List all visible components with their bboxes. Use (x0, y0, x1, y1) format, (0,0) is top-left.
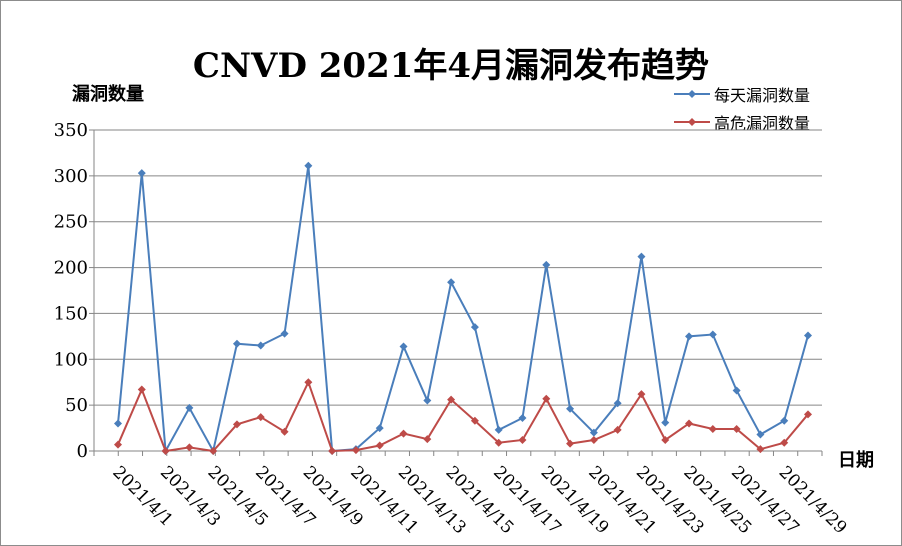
data-point-series-1 (470, 323, 479, 332)
data-point-series-2 (280, 427, 289, 436)
legend-label-series-2: 高危漏洞数量 (714, 114, 811, 133)
data-point-series-2 (685, 419, 694, 428)
chart-title: CNVD 2021年4月漏洞发布趋势 (192, 46, 710, 86)
y-axis-title: 漏洞数量 (72, 84, 144, 105)
legend-swatch-series-1 (674, 90, 710, 98)
data-point-series-2 (137, 385, 146, 394)
data-point-series-2 (637, 390, 646, 399)
data-point-series-1 (756, 430, 765, 439)
data-point-series-2 (661, 435, 670, 444)
data-point-series-2 (399, 429, 408, 438)
data-point-series-1 (137, 169, 146, 178)
data-point-series-2 (161, 447, 170, 455)
legend-item-series-2: 高危漏洞数量 (674, 108, 810, 136)
data-point-series-1 (589, 428, 598, 437)
data-point-series-1 (518, 413, 527, 422)
y-tick-label: 300 (54, 166, 88, 187)
x-axis-title: 日期 (838, 450, 874, 471)
data-point-series-1 (804, 331, 812, 340)
y-tick-label: 350 (54, 120, 88, 141)
data-point-series-1 (708, 330, 717, 339)
data-point-series-1 (185, 403, 194, 412)
data-point-series-1 (423, 396, 432, 405)
data-point-series-2 (304, 378, 313, 387)
y-tick-label: 0 (77, 441, 88, 462)
data-point-series-2 (470, 416, 479, 425)
data-point-series-1 (494, 425, 503, 434)
data-point-series-2 (613, 425, 622, 434)
data-point-series-2 (566, 439, 575, 448)
data-point-series-2 (756, 445, 765, 454)
data-point-series-2 (209, 447, 218, 455)
y-tick-label: 250 (54, 212, 88, 233)
data-point-series-1 (280, 329, 289, 338)
data-point-series-2 (232, 420, 241, 429)
data-point-series-2 (447, 395, 456, 404)
data-point-series-2 (542, 394, 551, 403)
data-point-series-2 (494, 438, 503, 447)
data-point-series-1 (232, 339, 241, 348)
data-point-series-2 (780, 438, 789, 447)
y-tick-label: 150 (54, 303, 88, 324)
data-point-series-1 (661, 418, 670, 427)
data-point-series-2 (423, 435, 432, 444)
data-point-series-1 (732, 386, 741, 395)
data-point-series-1 (447, 278, 456, 287)
data-point-series-2 (375, 441, 384, 450)
data-point-series-1 (399, 342, 408, 351)
y-tick-label: 100 (54, 349, 88, 370)
data-point-series-2 (256, 413, 265, 422)
y-tick-label: 50 (65, 395, 88, 416)
data-point-series-1 (613, 399, 622, 408)
legend-swatch-series-2 (674, 118, 710, 126)
data-point-series-1 (566, 404, 575, 413)
legend-label-series-1: 每天漏洞数量 (714, 86, 811, 105)
data-point-series-1 (114, 419, 122, 428)
data-point-series-1 (780, 416, 789, 425)
data-point-series-2 (804, 410, 812, 419)
data-point-series-1 (304, 161, 313, 170)
data-point-series-1 (542, 260, 551, 269)
y-tick-label: 200 (54, 258, 88, 279)
data-point-series-2 (328, 447, 337, 455)
data-point-series-1 (256, 341, 265, 350)
series-line-2 (117, 379, 809, 453)
data-point-series-2 (708, 424, 717, 433)
data-point-series-1 (375, 424, 384, 433)
data-point-series-2 (185, 443, 194, 452)
data-point-series-2 (518, 435, 527, 444)
series-line-1 (117, 165, 809, 455)
legend-item-series-1: 每天漏洞数量 (674, 80, 810, 108)
data-point-series-1 (637, 252, 646, 261)
data-point-series-2 (351, 446, 360, 455)
data-point-series-2 (114, 440, 122, 449)
legend: 每天漏洞数量 高危漏洞数量 (674, 80, 810, 136)
data-point-series-2 (589, 435, 598, 444)
data-point-series-1 (685, 332, 694, 341)
data-point-series-2 (732, 424, 741, 433)
